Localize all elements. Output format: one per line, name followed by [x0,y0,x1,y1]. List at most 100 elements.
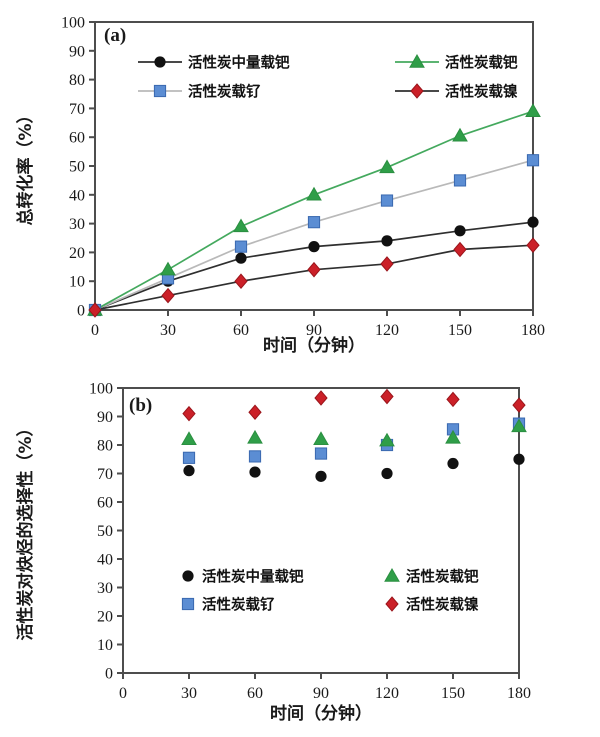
x-tick-label: 30 [160,322,176,339]
diamond-marker [88,302,102,318]
diamond-marker [526,237,540,253]
y-tick-label: 0 [77,303,85,320]
chart-a-canvas: 0 10 20 30 40 50 60 70 80 90 100 0 30 60 90 120 150 180 活性… [61,15,545,340]
chart-b-x-axis-label: 时间（分钟） [270,704,372,724]
y-tick-label: 50 [69,159,85,176]
triangle-marker [379,159,395,174]
square-marker [453,174,467,187]
circle-marker [235,252,247,264]
square-marker [307,216,321,229]
legend-label: 活性炭中量载钯 [188,54,290,72]
legend-label: 活性炭载镍 [406,596,479,614]
y-tick-label: 70 [97,466,113,483]
diamond-marker [314,390,328,406]
x-tick-label: 150 [448,322,472,339]
diamond-marker [307,261,321,278]
triangle-marker [160,261,176,276]
diamond-marker [380,388,394,405]
legend-circle-marker [154,56,166,68]
triangle-marker [525,103,541,117]
y-tick-label: 20 [97,609,113,626]
y-tick-label: 30 [97,580,113,597]
square-marker [248,450,262,463]
circle-marker [527,216,539,228]
circle-marker [315,470,327,482]
legend-diamond-marker [385,596,399,612]
legend-triangle-marker [384,567,400,582]
legend-label: 活性炭载钌 [188,83,261,101]
triangle-marker [452,127,468,142]
x-tick-label: 30 [181,685,197,702]
circle-marker [513,453,525,465]
plot-frame [122,387,520,674]
triangle-marker [511,418,527,433]
chart-a-panel-label: (a) [104,25,127,46]
legend-triangle-marker [409,53,425,68]
x-tick-label: 60 [233,322,249,339]
x-tick-label: 120 [375,685,399,702]
diamond-marker [380,256,394,272]
y-tick-label: 20 [69,245,85,262]
series-line [94,244,534,311]
legend-label: 活性炭中量载钯 [202,568,304,586]
legend-label: 活性炭载钌 [202,596,275,614]
circle-marker [381,235,393,247]
square-marker [234,240,248,253]
triangle-marker [379,432,395,447]
circle-marker [249,466,261,478]
y-tick-label: 70 [69,101,85,118]
legend-label: 活性炭载钯 [406,568,479,586]
square-marker [314,447,328,460]
chart-a-y-axis-label: 总转化率（%） [16,106,36,226]
chart-b-panel: 0 10 20 30 40 50 60 70 80 90 100 0 30 60 90 120 150 180 活性… [0,365,600,737]
legend-square-marker [153,84,167,98]
chart-a-x-axis-label: 时间（分钟） [263,336,365,356]
triangle-marker [181,431,197,445]
x-tick-label: 150 [441,685,465,702]
triangle-marker [247,429,263,444]
square-marker [526,154,540,167]
x-tick-label: 120 [375,322,399,339]
x-tick-label: 180 [521,322,545,339]
y-tick-label: 60 [97,495,113,512]
circle-marker [454,225,466,237]
diamond-marker [161,287,175,304]
diamond-marker [182,405,196,422]
y-tick-label: 80 [97,438,113,455]
series-line [94,159,534,311]
diamond-marker [248,404,262,420]
y-tick-label: 60 [69,130,85,147]
y-tick-label: 100 [61,15,85,32]
y-tick-label: 100 [89,381,113,398]
legend-square-marker [181,597,195,611]
legend-circle-marker [182,570,194,582]
triangle-marker [306,186,322,201]
circle-marker [381,467,393,480]
triangle-marker [445,429,461,444]
triangle-marker [233,218,249,233]
square-marker [182,451,196,464]
x-tick-label: 180 [507,685,531,702]
legend-label: 活性炭载镍 [445,83,518,101]
x-tick-label: 0 [91,322,99,339]
chart-b-panel-label: (b) [129,395,153,416]
x-tick-label: 0 [119,685,127,702]
y-tick-label: 90 [97,409,113,426]
legend-diamond-marker [410,83,424,99]
y-tick-label: 40 [69,187,85,204]
diamond-marker [512,397,526,413]
circle-marker [447,457,459,470]
diamond-marker [446,391,460,408]
triangle-marker [313,431,329,445]
legend-label: 活性炭载钯 [445,54,518,72]
y-tick-label: 40 [97,552,113,569]
y-tick-label: 80 [69,72,85,89]
circle-marker [308,241,320,253]
diamond-marker [234,273,248,289]
chart-b-canvas: 0 10 20 30 40 50 60 70 80 90 100 0 30 60 90 120 150 180 活性… [89,381,531,703]
y-tick-label: 10 [97,637,113,654]
x-tick-label: 60 [247,685,263,702]
chart-b-y-axis-label: 活性炭对炔烃的选择性（%） [16,419,36,641]
y-tick-label: 10 [69,274,85,291]
